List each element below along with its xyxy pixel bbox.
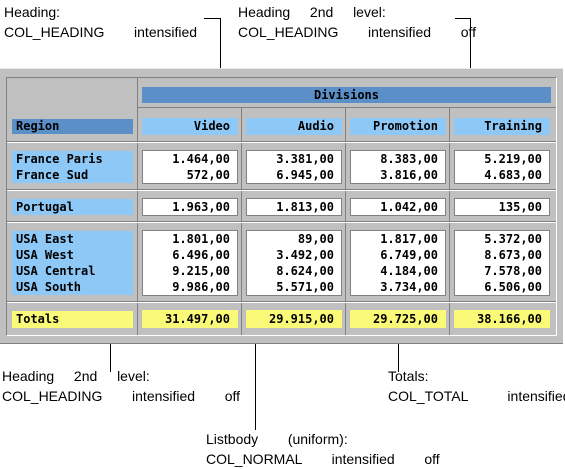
region-label: France Paris bbox=[16, 152, 103, 166]
region-box bbox=[12, 231, 133, 295]
column-heading-promotion: Promotion bbox=[350, 118, 446, 135]
column-heading-training: Training bbox=[454, 118, 550, 135]
table-cell: 1.464,00 bbox=[172, 152, 230, 166]
value-box bbox=[454, 198, 550, 216]
grid-line bbox=[137, 78, 138, 335]
table-cell: 8.383,00 bbox=[380, 152, 438, 166]
connector-line bbox=[398, 326, 399, 372]
value-box bbox=[350, 230, 446, 296]
connector-line bbox=[255, 280, 256, 430]
table-cell: 8.673,00 bbox=[484, 248, 542, 262]
grid-line bbox=[7, 301, 556, 302]
note-line: Heading 2nd level: bbox=[238, 4, 386, 20]
region-box bbox=[12, 151, 133, 183]
grid-line bbox=[137, 107, 556, 108]
column-heading-audio: Audio bbox=[246, 118, 342, 135]
table-cell: 3.381,00 bbox=[276, 152, 334, 166]
note-line: COL_HEADING intensified off bbox=[238, 24, 477, 40]
table-cell: 5.571,00 bbox=[276, 280, 334, 294]
value-box bbox=[454, 230, 550, 296]
table-cell: 3.492,00 bbox=[276, 248, 334, 262]
table-cell: 5.372,00 bbox=[484, 232, 542, 246]
table-cell: 1.963,00 bbox=[172, 200, 230, 214]
region-box bbox=[12, 199, 133, 215]
value-box bbox=[246, 150, 342, 184]
table-cell: 89,00 bbox=[297, 232, 334, 246]
grid-line bbox=[7, 142, 556, 143]
note-heading-2nd-level-top: Heading 2nd level: COL_HEADING intensifi… bbox=[238, 2, 476, 42]
note-line: COL_TOTAL intensified bbox=[388, 388, 565, 404]
value-box bbox=[246, 230, 342, 296]
table-cell: 572,00 bbox=[186, 168, 230, 182]
region-label: Portugal bbox=[16, 200, 74, 214]
table-frame bbox=[6, 77, 557, 336]
grid-line bbox=[7, 141, 556, 142]
note-line: COL_HEADING intensified bbox=[4, 24, 198, 40]
table-cell: 9.986,00 bbox=[172, 280, 230, 294]
note-heading: Heading: COL_HEADING intensified bbox=[4, 2, 197, 42]
grid-line bbox=[7, 302, 556, 303]
table-cell: 1.813,00 bbox=[276, 200, 334, 214]
table-cell: 4.683,00 bbox=[484, 168, 542, 182]
note-line: Heading: bbox=[4, 4, 61, 20]
connector-line bbox=[220, 18, 221, 92]
total-training: 38.166,00 bbox=[454, 310, 550, 328]
connector-line bbox=[455, 18, 471, 19]
table-cell: 8.624,00 bbox=[276, 264, 334, 278]
table-cell: 7.578,00 bbox=[484, 264, 542, 278]
note-line: COL_NORMAL intensified off bbox=[206, 451, 440, 467]
table-cell: 6.496,00 bbox=[172, 248, 230, 262]
table-cell: 6.506,00 bbox=[484, 280, 542, 294]
note-heading-2nd-level-bottom: Heading 2nd level: COL_HEADING intensifi… bbox=[2, 366, 240, 406]
value-box bbox=[142, 198, 238, 216]
table-cell: 1.801,00 bbox=[172, 232, 230, 246]
table-cell: 3.734,00 bbox=[380, 280, 438, 294]
table-cell: 6.945,00 bbox=[276, 168, 334, 182]
connector-line bbox=[204, 18, 221, 19]
region-label: USA South bbox=[16, 280, 82, 294]
table-cell: 3.816,00 bbox=[380, 168, 438, 182]
note-line: Listbody (uniform): bbox=[206, 431, 348, 447]
region-label: USA Central bbox=[16, 264, 96, 278]
total-promotion: 29.725,00 bbox=[350, 310, 446, 328]
grid-line bbox=[7, 222, 556, 223]
value-box bbox=[246, 198, 342, 216]
table-cell: 4.184,00 bbox=[380, 264, 438, 278]
grid-line bbox=[7, 189, 556, 190]
total-video: 31.497,00 bbox=[142, 310, 238, 328]
table-cell: 5.219,00 bbox=[484, 152, 542, 166]
value-box bbox=[142, 150, 238, 184]
value-box bbox=[350, 150, 446, 184]
column-heading-video: Video bbox=[142, 118, 238, 135]
note-totals: Totals: COL_TOTAL intensified bbox=[388, 366, 565, 406]
value-box bbox=[142, 230, 238, 296]
grid-line bbox=[7, 190, 556, 191]
value-box bbox=[454, 150, 550, 184]
table-cell: 135,00 bbox=[498, 200, 542, 214]
table-cell: 1.042,00 bbox=[380, 200, 438, 214]
heading-divisions: Divisions bbox=[142, 87, 551, 103]
value-box bbox=[350, 198, 446, 216]
total-audio: 29.915,00 bbox=[246, 310, 342, 328]
totals-label: Totals bbox=[12, 311, 133, 328]
table-cell: 1.817,00 bbox=[380, 232, 438, 246]
note-listbody: Listbody (uniform): COL_NORMAL intensifi… bbox=[206, 429, 440, 469]
grid-line bbox=[7, 221, 556, 222]
table-cell: 6.749,00 bbox=[380, 248, 438, 262]
note-line: Heading 2nd level: bbox=[2, 368, 150, 384]
note-line: COL_HEADING intensified off bbox=[2, 388, 241, 404]
region-label: USA West bbox=[16, 248, 74, 262]
table-cell: 9.215,00 bbox=[172, 264, 230, 278]
note-line: Totals: bbox=[388, 368, 429, 384]
region-label: France Sud bbox=[16, 168, 89, 182]
heading-region: Region bbox=[12, 119, 133, 134]
region-label: USA East bbox=[16, 232, 74, 246]
